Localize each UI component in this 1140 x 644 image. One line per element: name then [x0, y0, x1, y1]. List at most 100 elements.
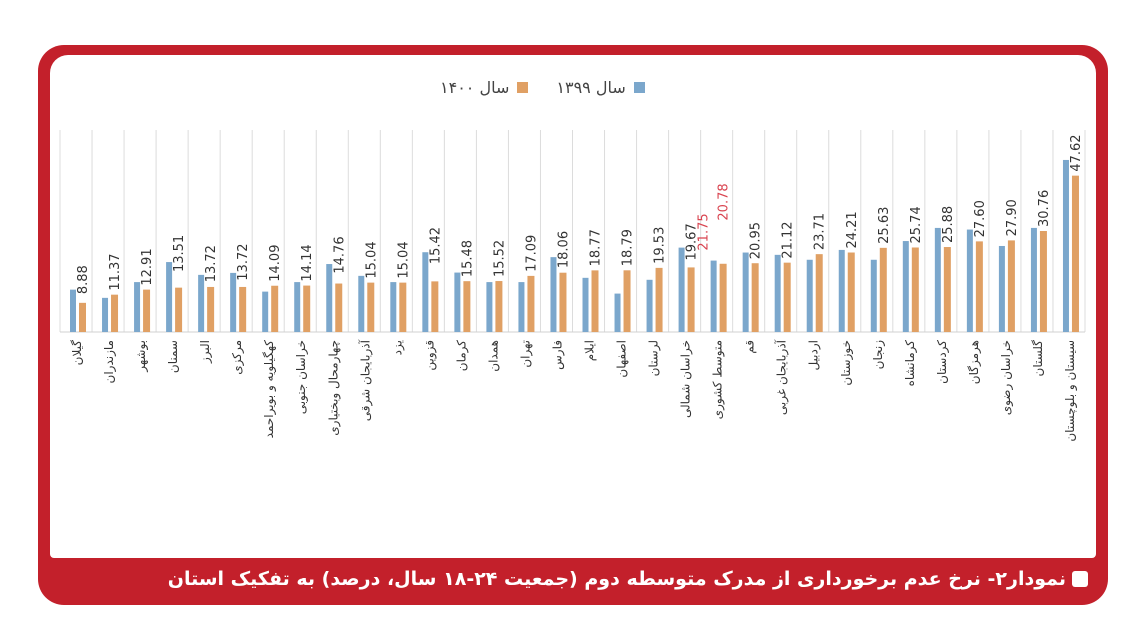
bar-1399 — [902, 241, 909, 332]
category-label: کهگیلویه و بویراحمد — [262, 340, 277, 439]
data-label: 15.48 — [460, 240, 475, 277]
bar-1399 — [422, 252, 429, 332]
category-label: مازندران — [102, 340, 117, 383]
bar-1399 — [1030, 227, 1037, 332]
data-label: 23.71 — [813, 213, 828, 250]
category-label: کرمان — [454, 340, 469, 372]
bar-1400 — [271, 285, 279, 332]
bar-1399 — [70, 289, 76, 332]
legend-swatch — [633, 82, 645, 93]
bar-1399 — [806, 259, 813, 332]
category-label: تهران — [518, 340, 533, 368]
bar-1399 — [934, 227, 941, 332]
data-label: 13.72 — [204, 245, 219, 282]
bar-1399 — [614, 293, 621, 332]
bar-1399 — [454, 272, 461, 332]
data-label: 13.51 — [172, 235, 187, 272]
bar-1400 — [303, 285, 311, 332]
bar-1400 — [79, 302, 86, 332]
bar-1400 — [431, 281, 439, 332]
bar-1399 — [390, 282, 397, 332]
bar-1400 — [591, 270, 599, 332]
category-label: سیستان و بلوچستان — [1063, 340, 1078, 442]
bar-1400 — [559, 272, 567, 332]
bar-1399 — [870, 259, 877, 332]
category-label: لرستان — [647, 340, 662, 376]
bar-1400 — [399, 282, 407, 332]
bar-1400 — [655, 267, 663, 332]
category-label: آذربایجان شرقی — [357, 339, 373, 421]
category-label: کردستان — [935, 340, 950, 384]
bar-1400 — [751, 263, 759, 332]
bar-1400 — [623, 270, 631, 332]
bar-1399 — [774, 254, 781, 332]
category-label: البرز — [198, 340, 213, 364]
category-label: فارس — [550, 340, 565, 370]
bar-1400 — [335, 283, 343, 332]
data-label: 12.91 — [140, 248, 155, 285]
bar-1400 — [1039, 231, 1047, 332]
bar-1400 — [239, 286, 247, 332]
bar-1400 — [207, 286, 215, 332]
legend-item-1400: سال ۱۴۰۰ — [440, 78, 529, 97]
category-label: بوشهر — [134, 340, 149, 373]
data-label: 18.77 — [589, 229, 604, 266]
data-label: 13.72 — [236, 244, 251, 281]
bar-1399 — [838, 249, 845, 332]
bar-1400 — [847, 252, 855, 332]
bar-1400 — [911, 247, 919, 332]
category-label: مرکزی — [230, 340, 245, 375]
data-label: 15.04 — [396, 241, 411, 278]
bar-1399 — [518, 282, 525, 332]
legend-item-1399: سال ۱۳۹۹ — [556, 78, 645, 97]
data-label: 20.95 — [749, 222, 764, 259]
category-label: گلستان — [1031, 340, 1045, 377]
data-label: 14.76 — [332, 236, 347, 273]
category-label: کرمانشاه — [903, 340, 918, 387]
data-label: 14.09 — [268, 245, 283, 282]
bar-1399 — [166, 262, 173, 332]
bar-1400 — [975, 241, 983, 332]
data-label: 21.12 — [781, 221, 796, 258]
bar-1400 — [527, 275, 535, 332]
bar-1399 — [742, 252, 749, 332]
data-label: 18.06 — [556, 231, 571, 268]
bar-1399 — [102, 297, 109, 332]
bar-1400 — [143, 289, 151, 332]
bar-1399 — [326, 264, 333, 332]
bar-1399 — [358, 275, 365, 332]
bar-1399 — [134, 282, 141, 332]
category-label: همدان — [486, 340, 500, 372]
bar-1400 — [495, 281, 503, 332]
caption-bullet-icon — [1072, 571, 1088, 587]
data-label: 25.63 — [877, 207, 892, 244]
bar-1399 — [294, 282, 301, 332]
data-label: 14.14 — [300, 244, 315, 281]
data-label: 8.88 — [76, 265, 91, 294]
data-label: 24.21 — [845, 211, 860, 248]
data-label: 11.37 — [108, 253, 123, 290]
category-label: گیلان — [70, 340, 84, 366]
bar-1400 — [879, 247, 887, 332]
bar-1399 — [966, 229, 973, 332]
bar-1399 — [550, 257, 557, 332]
data-label: 20.78 — [717, 183, 732, 220]
bar-1399 — [486, 282, 493, 332]
bar-1400 — [719, 263, 727, 332]
category-label: خوزستان — [839, 340, 854, 386]
chart-caption: نمودار۲- نرخ عدم برخورداری از مدرک متوسط… — [60, 560, 1088, 598]
legend-label: سال ۱۳۹۹ — [556, 78, 626, 97]
data-label: 19.67 — [685, 223, 700, 260]
bar-1399 — [230, 272, 237, 332]
data-label: 15.42 — [428, 227, 443, 264]
data-label: 18.79 — [621, 229, 636, 266]
category-label: اصفهان — [615, 340, 629, 378]
bar-1399 — [998, 245, 1005, 332]
category-label: زنجان — [871, 340, 886, 370]
data-label: 25.74 — [909, 206, 924, 243]
legend-swatch — [517, 82, 529, 93]
data-label: 19.53 — [653, 227, 668, 264]
category-label: یزد — [390, 340, 405, 355]
category-label: آذربایجان غربی — [774, 339, 790, 415]
